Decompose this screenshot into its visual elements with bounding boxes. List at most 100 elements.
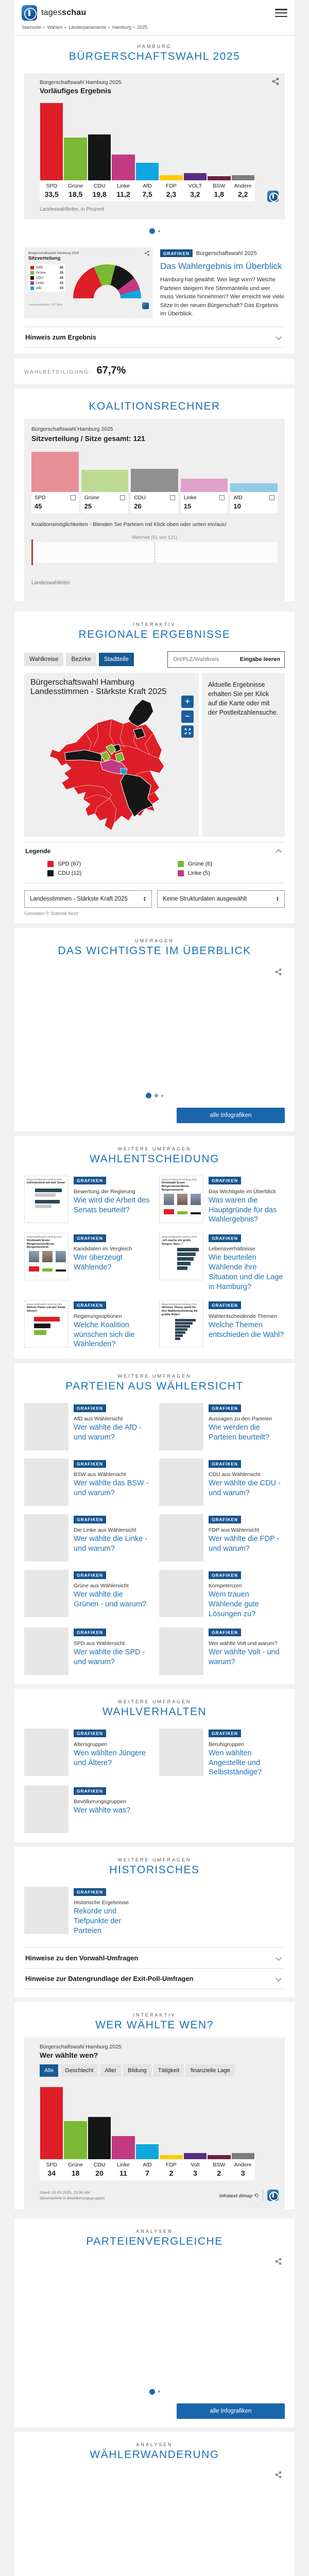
teaser-title[interactable]: Wie wird die Arbeit des Senats beurteilt… [74,1196,150,1214]
teaser-card[interactable]: GRAFIKEN AfD aus Wählersicht Wer wählte … [24,1403,150,1451]
coalition-bar-column[interactable]: Grüne 25 [81,469,129,513]
teaser-card[interactable]: Bürgerschaftswahl Hamburg 2025 „Ich mach… [159,1233,285,1292]
share-icon[interactable] [271,77,280,86]
teaser-card[interactable]: GRAFIKEN Grüne aus Wählersicht Wer wählt… [24,1570,150,1619]
teaser-title[interactable]: Wer wählte die CDU - und warum? [209,1479,281,1498]
accordion-hinweis-ergebnis[interactable]: Hinweis zum Ergebnis [24,326,285,348]
clear-input-button[interactable]: Eingabe leeren [239,656,280,663]
teaser-card[interactable]: GRAFIKEN SPD aus Wählersicht Wer wählte … [24,1627,150,1675]
breadcrumb-item[interactable]: Länderparlamente [68,25,110,30]
carousel-dot[interactable] [149,2388,155,2395]
breadcrumb-item[interactable]: Hamburg [112,25,135,30]
breadcrumb-item[interactable]: 2025 [137,25,148,30]
teaser-card[interactable]: GRAFIKEN Bevölkerungsgruppen Wer wählte … [24,1786,150,1834]
map-zoom-in-button[interactable]: + [181,695,194,708]
region-tab[interactable]: Stadtteile [98,652,134,666]
teaser-card[interactable]: GRAFIKEN Aussagen zu den Parteien Wie we… [159,1403,285,1451]
region-tab[interactable]: Bezirke [66,652,96,666]
share-icon[interactable] [274,968,282,976]
teaser-card[interactable]: Bürgerschaftswahl Hamburg 2025 Welche Pa… [24,1300,150,1350]
region-tab[interactable]: Wahlkreise [24,652,64,666]
share-icon[interactable] [274,2258,282,2265]
carousel-dot[interactable] [161,1094,163,1097]
coalition-bar-column[interactable]: CDU 26 [131,468,178,513]
teaser-title[interactable]: Wer wählte die SPD - und warum? [74,1648,145,1666]
carousel-dot[interactable] [146,1093,151,1099]
teaser-title[interactable]: Wer wählte die AfD - und warum? [74,1423,142,1442]
hamburg-map[interactable] [24,697,199,835]
coalition-bar-column[interactable]: SPD 45 [31,451,79,513]
chart-title: Sitzverteilung / Sitze gesamt: 121 [31,434,145,443]
teaser-title[interactable]: Welche Themen entschieden die Wahl? [209,1320,284,1339]
party-checkbox[interactable] [169,495,175,500]
teaser-title[interactable]: Wem trauen Wählende gute Lösungen zu? [209,1590,259,1618]
search-input[interactable] [172,655,240,663]
breadcrumb-item[interactable]: Wahlen [47,25,67,30]
party-checkbox[interactable] [120,495,126,500]
teaser-card[interactable]: Bürgerschaftswahl Hamburg 2025 Direktwah… [159,1175,285,1225]
coalition-bar[interactable] [131,468,178,492]
teaser-headline[interactable]: Das Wahlergebnis im Überblick [160,261,282,271]
teaser-card[interactable]: GRAFIKEN Kompetenzen Wem trauen Wählende… [159,1570,285,1619]
structure-data-select[interactable]: Keine Strukturdaten ausgewählt ▲ ▼ [157,890,285,908]
teaser-card[interactable]: Bürgerschaftswahl Hamburg 2025 Welches T… [159,1300,285,1350]
party-checkbox[interactable] [70,495,76,500]
map-zoom-out-button[interactable]: − [181,710,194,723]
teaser-title[interactable]: Wen wählten Jüngere und Ältere? [74,1749,146,1767]
coalition-bar[interactable] [230,483,278,492]
breadcrumb-item[interactable]: Startseite [22,25,45,30]
coalition-bar[interactable] [180,478,228,492]
teaser-title[interactable]: Wie beurteilen Wählende ihre Situation u… [209,1253,283,1291]
seat-chart-thumbnail[interactable]: Bürgerschaftswahl Hamburg 2025 Sitzverte… [24,247,153,318]
teaser-card[interactable]: GRAFIKEN FDP aus Wählersicht Wer wählte … [159,1514,285,1562]
teaser-title[interactable]: Rekorde und Tiefpunkte der Parteien [74,1907,122,1935]
carousel-dot[interactable] [158,2391,160,2393]
filter-pill[interactable]: Alle [40,2064,59,2077]
teaser-card[interactable]: GRAFIKEN Berufsgruppen Wen wählten Anges… [159,1728,285,1778]
teaser-title[interactable]: Wer überzeugt Wählende? [74,1253,123,1272]
filter-pill[interactable]: Bildung [123,2064,151,2077]
accordion-row[interactable]: Hinweise zu den Vorwahl-Umfragen [24,1947,285,1968]
coalition-bar-column[interactable]: AfD 10 [230,483,278,513]
party-checkbox[interactable] [269,495,274,500]
teaser-title[interactable]: Wer wählte das BSW - und warum? [74,1479,149,1498]
teaser-card[interactable]: GRAFIKEN Historische Ergebnisse Rekorde … [24,1887,150,1936]
teaser-title[interactable]: Wer wählte was? [74,1806,131,1815]
carousel-dot[interactable] [154,1094,158,1098]
filter-pill[interactable]: Tätigkeit [153,2064,184,2077]
teaser-card[interactable]: GRAFIKEN Altersgruppen Wen wählten Jünge… [24,1728,150,1778]
carousel-dot[interactable] [149,228,155,234]
teaser-title[interactable]: Wie werden die Parteien beurteilt? [209,1423,269,1442]
alle-infografiken-button[interactable]: alle Infografiken [177,1107,285,1123]
map-fullscreen-button[interactable] [181,725,194,738]
teaser-title[interactable]: Was waren die Hauptgründe für das Wahler… [209,1196,277,1224]
teaser-card[interactable]: Bürgerschaftswahl Hamburg 2025 Direktwah… [24,1233,150,1292]
teaser-card[interactable]: GRAFIKEN Die Linke aus Wählersicht Wer w… [24,1514,150,1562]
party-checkbox[interactable] [219,495,225,500]
teaser-card[interactable]: GRAFIKEN BSW aus Wählersicht Wer wählte … [24,1459,150,1506]
teaser-title[interactable]: Wer wählte die FDP - und warum? [209,1535,280,1553]
teaser-card[interactable]: GRAFIKEN Wer wählte Volt und warum? Wer … [159,1627,285,1675]
teaser-card[interactable]: GRAFIKEN CDU aus Wählersicht Wer wählte … [159,1459,285,1506]
accordion-row[interactable]: Hinweise zur Datengrundlage der Exit-Pol… [24,1968,285,1989]
coalition-bar-column[interactable]: Linke 15 [180,478,228,513]
teaser-card[interactable]: Bürgerschaftswahl Hamburg 2025 Zufrieden… [24,1175,150,1225]
alle-infografiken-button[interactable]: alle Infografiken [177,2403,285,2419]
coalition-bar[interactable] [31,451,79,492]
filter-pill[interactable]: finanzielle Lage [186,2064,235,2077]
hamburger-menu-icon[interactable] [275,9,287,17]
teaser-title[interactable]: Wen wählten Angestellte und Selbstständi… [209,1749,262,1777]
brand[interactable]: tagesschau [22,5,86,21]
teaser-title[interactable]: Wer wählte die Linke - und warum? [74,1535,148,1553]
teaser-title[interactable]: Wer wählte die Grünen - und warum? [74,1590,147,1609]
carousel-dot[interactable] [158,230,160,232]
share-icon[interactable] [144,250,150,256]
filter-pill[interactable]: Geschlecht [60,2064,98,2077]
filter-pill[interactable]: Alter [100,2064,121,2077]
teaser-title[interactable]: Welche Koalition wünschen sich die Wähle… [74,1320,135,1349]
legend-accordion[interactable]: Legende [24,841,285,857]
coalition-bar[interactable] [81,469,129,492]
map-layer-select[interactable]: Landesstimmen - Stärkste Kraft 2025 ▲ ▼ [24,890,152,908]
teaser-title[interactable]: Wer wählte Volt - und warum? [209,1648,280,1666]
share-icon[interactable] [274,2471,282,2479]
